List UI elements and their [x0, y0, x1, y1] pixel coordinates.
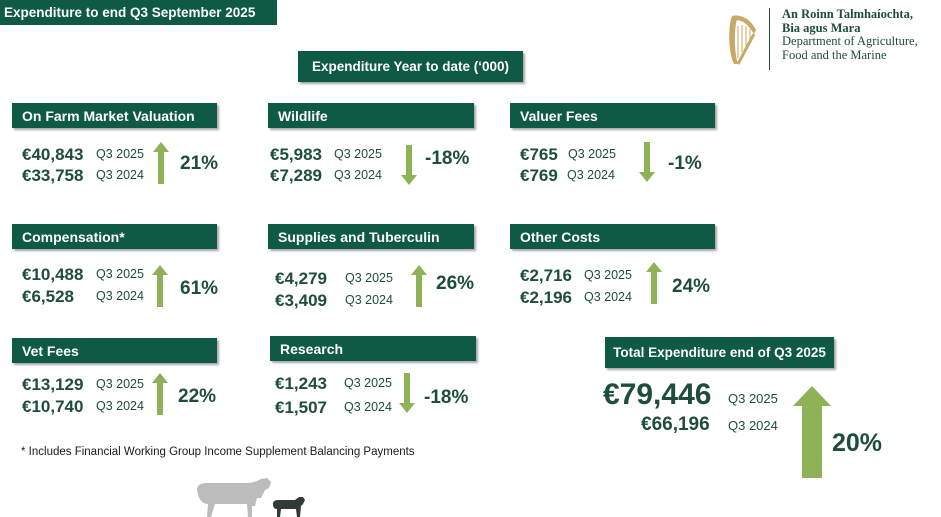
- label-q3-2024: Q3 2024: [345, 293, 393, 307]
- value-2024: €7,289: [270, 166, 322, 185]
- value-2024: €1,507: [275, 398, 327, 417]
- card-title-other-costs: Other Costs: [510, 224, 715, 249]
- ytd-subtitle: Expenditure Year to date (‘000): [298, 51, 523, 82]
- card-title-compensation: Compensation*: [12, 224, 217, 249]
- value-2024: €6,528: [22, 287, 74, 306]
- card-title-vet-fees: Vet Fees: [12, 338, 217, 363]
- card-title-research: Research: [270, 336, 476, 361]
- report-banner: Expenditure to end Q3 September 2025: [0, 0, 277, 25]
- logo-line-1: An Roinn Talmhaíochta,: [782, 7, 913, 21]
- label-q3-2024: Q3 2024: [567, 168, 615, 182]
- value-2024: €10,740: [22, 397, 84, 416]
- logo-line-3: Department of Agriculture,: [782, 34, 918, 48]
- down-arrow-icon: [399, 373, 415, 413]
- change-percent: -18%: [424, 387, 469, 408]
- value-2025: €40,843: [22, 145, 84, 164]
- cattle-illustration: [197, 478, 305, 517]
- up-arrow-icon: [646, 262, 662, 304]
- label-q3-2025: Q3 2025: [345, 271, 393, 285]
- harp-icon: [729, 15, 756, 65]
- label-q3-2024: Q3 2024: [96, 168, 144, 182]
- card-title-valuer-fees: Valuer Fees: [510, 103, 715, 128]
- change-percent: 26%: [436, 273, 475, 294]
- calf-icon: [273, 497, 305, 517]
- card-title-on-farm-market-valuation: On Farm Market Valuation: [12, 103, 217, 128]
- total-label-q3-2024: Q3 2024: [728, 418, 778, 433]
- department-name: An Roinn Talmhaíochta, Bia agus Mara Dep…: [782, 7, 918, 62]
- up-arrow-icon: [411, 265, 427, 307]
- label-q3-2024: Q3 2024: [96, 289, 144, 303]
- label-q3-2025: Q3 2025: [568, 147, 616, 161]
- up-arrow-icon: [152, 265, 168, 307]
- value-2025: €4,279: [275, 269, 327, 288]
- value-2025: €2,716: [520, 266, 572, 285]
- value-2025: €13,129: [22, 375, 84, 394]
- value-2025: €1,243: [275, 374, 327, 393]
- department-logo: An Roinn Talmhaíochta, Bia agus Mara Dep…: [724, 7, 934, 72]
- change-percent: -18%: [425, 148, 470, 169]
- total-value-2024: €66,196: [641, 414, 710, 435]
- label-q3-2024: Q3 2024: [344, 400, 392, 414]
- value-2024: €2,196: [520, 288, 572, 307]
- change-percent: 22%: [178, 386, 217, 407]
- down-arrow-icon: [639, 142, 655, 182]
- change-percent: 61%: [180, 278, 219, 299]
- cow-icon: [197, 478, 271, 517]
- total-label-q3-2025: Q3 2025: [728, 391, 778, 406]
- label-q3-2025: Q3 2025: [344, 376, 392, 390]
- label-q3-2025: Q3 2025: [96, 267, 144, 281]
- logo-line-2: Bia agus Mara: [782, 20, 861, 35]
- up-arrow-icon: [152, 373, 168, 415]
- card-title-wildlife: Wildlife: [268, 103, 474, 128]
- change-percent: -1%: [668, 153, 702, 174]
- label-q3-2024: Q3 2024: [584, 290, 632, 304]
- up-arrow-icon: [793, 386, 831, 478]
- label-q3-2025: Q3 2025: [96, 147, 144, 161]
- value-2024: €769: [520, 166, 558, 185]
- logo-divider: [769, 8, 770, 70]
- value-2024: €33,758: [22, 166, 84, 185]
- up-arrow-icon: [153, 142, 169, 184]
- value-2025: €5,983: [270, 145, 322, 164]
- label-q3-2024: Q3 2024: [96, 399, 144, 413]
- change-percent: 24%: [672, 276, 711, 297]
- label-q3-2024: Q3 2024: [334, 168, 382, 182]
- card-title-supplies-and-tuberculin: Supplies and Tuberculin: [268, 224, 474, 249]
- label-q3-2025: Q3 2025: [334, 147, 382, 161]
- total-value-2025: €79,446: [603, 378, 712, 411]
- label-q3-2025: Q3 2025: [584, 268, 632, 282]
- down-arrow-icon: [401, 145, 417, 185]
- label-q3-2025: Q3 2025: [96, 377, 144, 391]
- value-2025: €10,488: [22, 265, 84, 284]
- total-expenditure-title: Total Expenditure end of Q3 2025: [605, 337, 834, 368]
- footnote: * Includes Financial Working Group Incom…: [21, 446, 415, 458]
- change-percent: 21%: [180, 153, 219, 174]
- total-change-percent: 20%: [832, 429, 883, 457]
- logo-line-4: Food and the Marine: [782, 47, 887, 62]
- value-2025: €765: [520, 145, 558, 164]
- value-2024: €3,409: [275, 291, 327, 310]
